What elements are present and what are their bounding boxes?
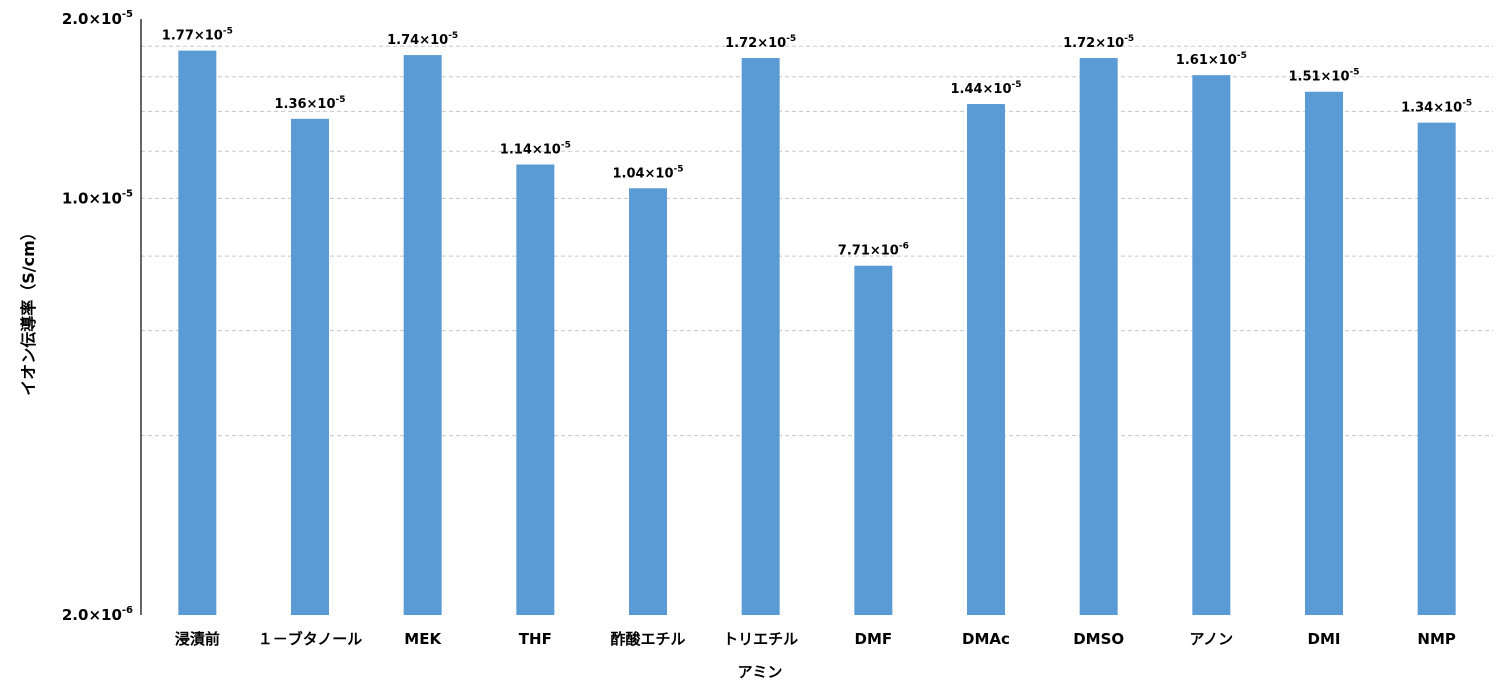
y-tick-labels: 2.0×10-5 1.0×10-5 2.0×10-6	[62, 9, 133, 624]
category-label: DMSO	[1073, 630, 1124, 648]
data-label: 1.36×10-5	[274, 95, 345, 112]
data-label: 1.61×10-5	[1176, 51, 1247, 68]
y-tick-label: 2.0×10-6	[62, 605, 133, 624]
bar	[178, 50, 217, 615]
category-label: 浸漬前	[175, 630, 220, 648]
data-label: 1.72×10-5	[725, 34, 796, 51]
category-label: THF	[519, 630, 552, 648]
bars	[178, 50, 1456, 616]
data-label: 1.34×10-5	[1401, 99, 1472, 116]
data-labels: 1.77×10-5 1.36×10-5 1.74×10-5 1.14×10-5 1.04…	[162, 27, 1472, 259]
category-label: MEK	[404, 630, 442, 648]
bar	[967, 104, 1005, 615]
category-label: DMF	[855, 630, 893, 648]
bar	[1079, 58, 1118, 615]
category-label: アノン	[1190, 630, 1234, 648]
category-label: １－ブタノール	[258, 630, 363, 648]
gridlines	[141, 45, 1493, 437]
data-label: 1.14×10-5	[500, 140, 571, 157]
category-labels: 浸漬前 １－ブタノール MEK THF 酢酸エチル トリエチル DMF DMAc DMSO アノン…	[175, 630, 1456, 648]
bar	[291, 118, 329, 615]
category-label: DMAc	[962, 630, 1010, 648]
y-axis-title: イオン伝導率（S/cm）	[19, 224, 38, 396]
y-tick-label: 2.0×10-5	[62, 9, 133, 28]
data-label: 1.04×10-5	[612, 164, 683, 181]
category-label: トリエチル	[723, 630, 798, 648]
data-label: 1.77×10-5	[162, 27, 233, 44]
bar	[854, 265, 893, 615]
y-tick-label: 1.0×10-5	[62, 188, 133, 207]
bar	[1192, 75, 1231, 616]
category-label: NMP	[1417, 630, 1455, 648]
data-label: 1.51×10-5	[1288, 68, 1359, 85]
data-label: 7.71×10-6	[838, 242, 909, 259]
bar	[1417, 122, 1456, 615]
x-axis-title: アミン	[738, 663, 783, 681]
data-label: 1.44×10-5	[950, 80, 1021, 97]
category-label: DMI	[1308, 630, 1341, 648]
category-label: 酢酸エチル	[610, 630, 685, 648]
data-label: 1.74×10-5	[387, 31, 458, 48]
bar	[403, 55, 442, 616]
bar	[629, 188, 667, 615]
bar	[1305, 91, 1343, 616]
bar	[516, 164, 555, 615]
data-label: 1.72×10-5	[1063, 34, 1134, 51]
bar	[741, 58, 780, 615]
